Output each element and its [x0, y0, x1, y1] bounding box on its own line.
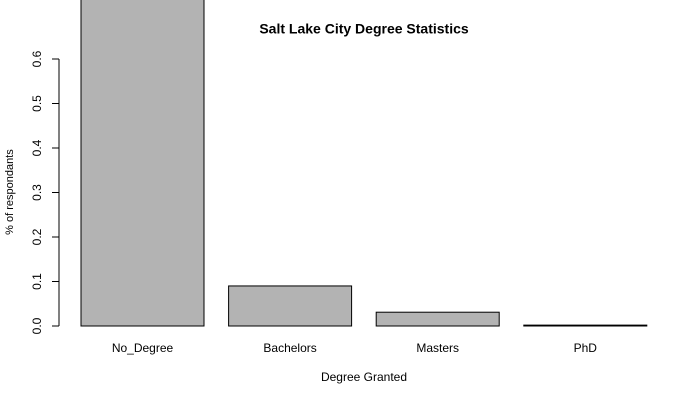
x-tick-label: Masters [416, 341, 459, 355]
y-tick-label: 0.2 [30, 228, 44, 245]
y-tick-label: 0.0 [30, 317, 44, 334]
x-tick-label: PhD [574, 341, 598, 355]
y-axis-label: % of respondants [4, 149, 16, 235]
bar [375, 311, 500, 327]
y-tick-label: 0.3 [30, 184, 44, 201]
x-tick-label: No_Degree [112, 341, 174, 355]
bar [80, 0, 205, 327]
y-tick-label: 0.6 [30, 50, 44, 67]
y-tick-label: 0.5 [30, 95, 44, 112]
y-tick-label: 0.1 [30, 273, 44, 290]
x-tick-label: Bachelors [263, 341, 316, 355]
bar [523, 324, 648, 327]
chart-title: Salt Lake City Degree Statistics [259, 21, 469, 37]
x-axis-label: Degree Granted [321, 370, 407, 384]
bar [228, 285, 353, 327]
y-tick-label: 0.4 [30, 139, 44, 156]
